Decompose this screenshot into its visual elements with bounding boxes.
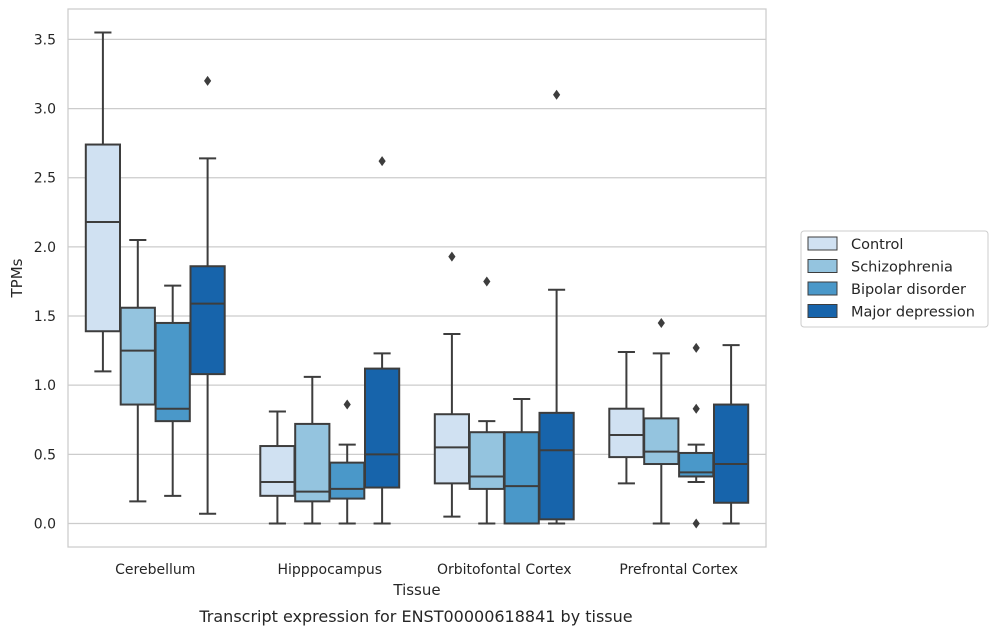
legend-label: Major depression: [851, 305, 975, 321]
plot-frame: [67, 8, 767, 548]
iqr-box: [329, 461, 366, 500]
legend-label: Control: [851, 237, 903, 253]
y-tick-labels: 0.0 0.5 1.0 1.5 2.0 2.5 3.0 3.5: [34, 32, 56, 532]
iqr-box: [119, 306, 156, 406]
y-axis-label: TPMs: [8, 258, 26, 298]
x-tick-labels: Cerebellum Hipppocampus Orbitofontal Corte…: [115, 562, 738, 578]
outlier-point: [692, 403, 700, 414]
box-major-depression: [538, 89, 575, 525]
box-schizophrenia: [119, 238, 156, 503]
x-tick-label: Orbitofontal Cortex: [437, 562, 572, 578]
iqr-box: [84, 143, 122, 333]
legend-swatch: [807, 236, 838, 251]
box-series: [84, 31, 750, 529]
iqr-box: [363, 367, 401, 489]
legend-items: Control Schizophrenia Bipolar disorder Majo…: [807, 236, 975, 321]
y-tick-label: 1.5: [34, 309, 56, 325]
box-control: [608, 350, 645, 485]
x-tick-label: Hipppocampus: [277, 562, 382, 578]
legend-swatch: [807, 304, 838, 318]
box-bipolar-disorder: [154, 284, 191, 497]
legend-frame: [800, 230, 989, 328]
legend: Control Schizophrenia Bipolar disorder Majo…: [800, 230, 989, 328]
outlier-point: [448, 251, 456, 262]
iqr-box: [294, 422, 331, 503]
y-tick-label: 3.0: [34, 102, 56, 118]
legend-label: Schizophrenia: [851, 260, 953, 276]
x-tick-label: Prefrontal Cortex: [619, 562, 738, 578]
y-tick-label: 0.0: [34, 516, 56, 532]
iqr-box: [154, 321, 191, 423]
iqr-box: [189, 265, 226, 376]
legend-swatch: [807, 259, 838, 273]
outlier-point: [692, 518, 700, 529]
x-axis-label: Tissue: [392, 581, 440, 599]
box-major-depression: [363, 156, 401, 525]
box-schizophrenia: [468, 276, 505, 525]
legend-swatch: [807, 281, 838, 296]
y-tick-label: 1.0: [34, 378, 56, 394]
outlier-point: [378, 156, 386, 167]
box-bipolar-disorder: [678, 342, 715, 529]
box-schizophrenia: [643, 317, 680, 525]
chart-caption: Transcript expression for ENST0000061884…: [198, 607, 632, 626]
y-tick-label: 3.5: [34, 32, 56, 48]
outlier-point: [692, 342, 700, 353]
box-bipolar-disorder: [329, 399, 366, 525]
iqr-box: [503, 431, 540, 525]
iqr-box: [259, 445, 296, 497]
box-major-depression: [712, 344, 750, 525]
outlier-point: [204, 75, 212, 86]
iqr-box: [608, 407, 645, 459]
legend-label: Bipolar disorder: [851, 282, 966, 298]
outlier-point: [553, 89, 561, 100]
iqr-box: [468, 431, 505, 490]
outlier-point: [483, 276, 491, 287]
y-tick-label: 2.0: [34, 240, 56, 256]
iqr-box: [712, 403, 750, 504]
y-tick-label: 0.5: [34, 447, 56, 463]
x-tick-label: Cerebellum: [115, 562, 195, 578]
box-major-depression: [189, 75, 226, 515]
iqr-box: [433, 413, 471, 485]
box-control: [259, 410, 296, 525]
box-schizophrenia: [294, 375, 331, 525]
y-tick-label: 2.5: [34, 171, 56, 187]
outlier-point: [657, 317, 665, 328]
iqr-box: [643, 417, 680, 466]
box-control: [433, 251, 471, 518]
outlier-point: [343, 399, 351, 410]
iqr-box: [538, 411, 575, 521]
box-bipolar-disorder: [503, 398, 540, 525]
box-control: [84, 31, 122, 373]
